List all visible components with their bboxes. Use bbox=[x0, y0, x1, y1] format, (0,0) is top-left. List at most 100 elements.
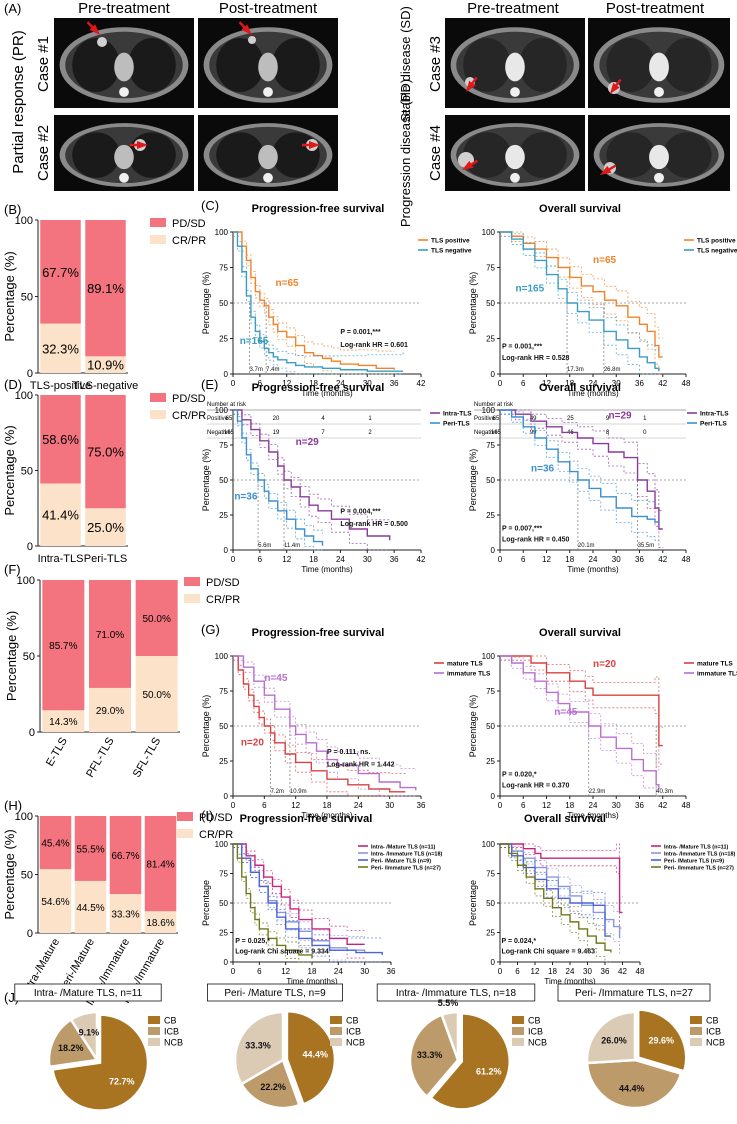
y-axis-label: Percentage (%) bbox=[2, 425, 17, 515]
x-tick-label: 30 bbox=[612, 379, 621, 388]
group-size-label: n=20 bbox=[241, 738, 265, 749]
x-tick-label: 30 bbox=[612, 801, 621, 810]
confidence-band-upper bbox=[500, 231, 664, 339]
bar-segment-cr-pr bbox=[109, 894, 142, 933]
group-label-partial-response: Partial response (PR) bbox=[10, 30, 27, 173]
red-arrow-icon bbox=[610, 78, 622, 94]
x-tick-label: 36 bbox=[417, 801, 426, 810]
x-tick-label: 18 bbox=[309, 555, 318, 564]
panel-j-pie-3: Intra- /Immature TLS, n=18 61.2% 33.3% 5.5%… bbox=[376, 983, 547, 1111]
legend-label: Peri- /Mature TLS (n=9) bbox=[664, 859, 724, 865]
risk-table-title: Number at risk bbox=[474, 402, 514, 408]
survival-curve bbox=[500, 409, 663, 530]
bar-segment-pd-sd bbox=[74, 816, 107, 881]
panel-label-a: (A) bbox=[4, 1, 21, 16]
statistic-label: Log-rank HR = 0.528 bbox=[502, 355, 570, 362]
legend-label: Peri- /Immature TLS (n=27) bbox=[664, 866, 734, 872]
x-tick-label: 42 bbox=[658, 801, 667, 810]
x-tick-label: 12 bbox=[542, 379, 551, 388]
x-tick-label: 36 bbox=[390, 379, 399, 388]
header-post-treatment-right: Post-treatment bbox=[606, 0, 705, 17]
y-tick-label: 100 bbox=[482, 406, 496, 415]
data-label: 41.4% bbox=[42, 508, 79, 523]
x-tick-label: 0 bbox=[231, 801, 236, 810]
x-tick-label: 12 bbox=[282, 379, 291, 388]
panel-c-pfs-chart: (C) Progression-free survival Percentage (… bbox=[201, 198, 472, 439]
y-axis-label: Percentage (%) bbox=[2, 829, 17, 919]
risk-table-row-label: Negative bbox=[474, 430, 498, 436]
confidence-band-upper bbox=[500, 843, 620, 923]
x-tick-label: 24 bbox=[589, 379, 598, 388]
bar-segment-pd-sd bbox=[109, 816, 142, 895]
pie-slice-cb bbox=[428, 1012, 511, 1111]
y-tick-label: 25 bbox=[219, 757, 228, 766]
y-tick-label: 0 bbox=[224, 546, 229, 555]
x-tick-label: 6 bbox=[515, 967, 520, 976]
confidence-band-upper bbox=[500, 231, 660, 353]
legend-swatch bbox=[177, 812, 193, 821]
ct-right-lung bbox=[128, 38, 176, 92]
bar-segment-cr-pr bbox=[39, 869, 72, 933]
data-label: 66.7% bbox=[111, 851, 139, 862]
median-label: 20.1m bbox=[578, 543, 595, 549]
panel-i-os-chart: Overall survival Percentage Time (months) 0… bbox=[468, 813, 736, 986]
survival-curve bbox=[233, 231, 404, 372]
x-tick-label: 48 bbox=[682, 801, 691, 810]
confidence-band-upper bbox=[233, 409, 391, 522]
median-label: 7.4m bbox=[266, 367, 279, 373]
risk-table-value: 165 bbox=[224, 430, 235, 436]
legend-label: TLS negative bbox=[697, 248, 737, 255]
y-tick-label: 100 bbox=[215, 228, 229, 237]
pie-data-label: 33.3% bbox=[417, 1050, 443, 1060]
legend-label: CR/PR bbox=[206, 594, 240, 606]
panel-label: (B) bbox=[4, 202, 21, 217]
y-tick-label: 100 bbox=[215, 652, 229, 661]
ct-spine bbox=[119, 172, 129, 183]
y-tick-label: 50 bbox=[219, 722, 228, 731]
legend-label: ICB bbox=[528, 1027, 543, 1037]
pie-slice-icb bbox=[47, 1017, 100, 1069]
statistic-label: P = 0.024,* bbox=[501, 938, 536, 945]
legend-label: PD/SD bbox=[199, 812, 233, 824]
y-tick-label: 100 bbox=[482, 228, 496, 237]
legend-label: mature TLS bbox=[697, 661, 733, 668]
x-tick-label: E-TLS bbox=[44, 736, 70, 769]
pie-data-label: 22.2% bbox=[260, 1082, 286, 1092]
y-tick-label: 75 bbox=[219, 687, 228, 696]
y-tick-label: 0 bbox=[27, 928, 33, 940]
panel-h-bar-chart: (H)Percentage (%)05010054.6%45.4%Intra-/… bbox=[2, 798, 233, 1008]
panel-j-pie-4: Peri- /Immature TLS, n=27 29.6% 44.4% 26.0%… bbox=[557, 983, 725, 1110]
y-tick-label: 75 bbox=[219, 870, 228, 879]
x-axis-label: Time (months) bbox=[567, 565, 619, 574]
x-tick-label: 18 bbox=[565, 379, 574, 388]
pie-title-box bbox=[557, 983, 711, 1002]
data-label: 55.5% bbox=[76, 844, 104, 855]
legend-label: PD/SD bbox=[172, 218, 206, 230]
pie-data-label: 29.6% bbox=[649, 1035, 675, 1045]
y-tick-label: 0 bbox=[29, 727, 35, 739]
x-tick-label: 48 bbox=[682, 555, 691, 564]
x-tick-label: 24 bbox=[336, 555, 345, 564]
confidence-band-upper bbox=[233, 231, 404, 357]
confidence-band-upper bbox=[500, 655, 660, 771]
x-tick-label: 30 bbox=[612, 555, 621, 564]
x-tick-label: TLS-positive bbox=[30, 380, 91, 392]
chart-title: Overall survival bbox=[539, 382, 621, 394]
ct-spine bbox=[510, 172, 520, 183]
survival-curve bbox=[500, 655, 660, 789]
median-label: 7.2m bbox=[271, 789, 284, 795]
x-tick-label: 6 bbox=[521, 555, 526, 564]
confidence-band-lower bbox=[233, 235, 404, 375]
y-tick-label: 0 bbox=[224, 958, 229, 967]
chart-title: Progression-free survival bbox=[252, 627, 385, 639]
statistic-label: Log-rank Chi square = 9.334 bbox=[235, 949, 329, 956]
legend-swatch bbox=[148, 1016, 160, 1024]
x-tick-label: 36 bbox=[390, 555, 399, 564]
bar-segment-pd-sd bbox=[135, 580, 178, 656]
y-tick-label: 25 bbox=[219, 929, 228, 938]
pie-title: Peri- /Mature TLS, n=9 bbox=[224, 988, 326, 999]
survival-curve bbox=[500, 231, 660, 372]
x-tick-label: 24 bbox=[354, 801, 363, 810]
confidence-band-lower bbox=[233, 413, 390, 551]
data-label: 32.3% bbox=[42, 341, 79, 356]
